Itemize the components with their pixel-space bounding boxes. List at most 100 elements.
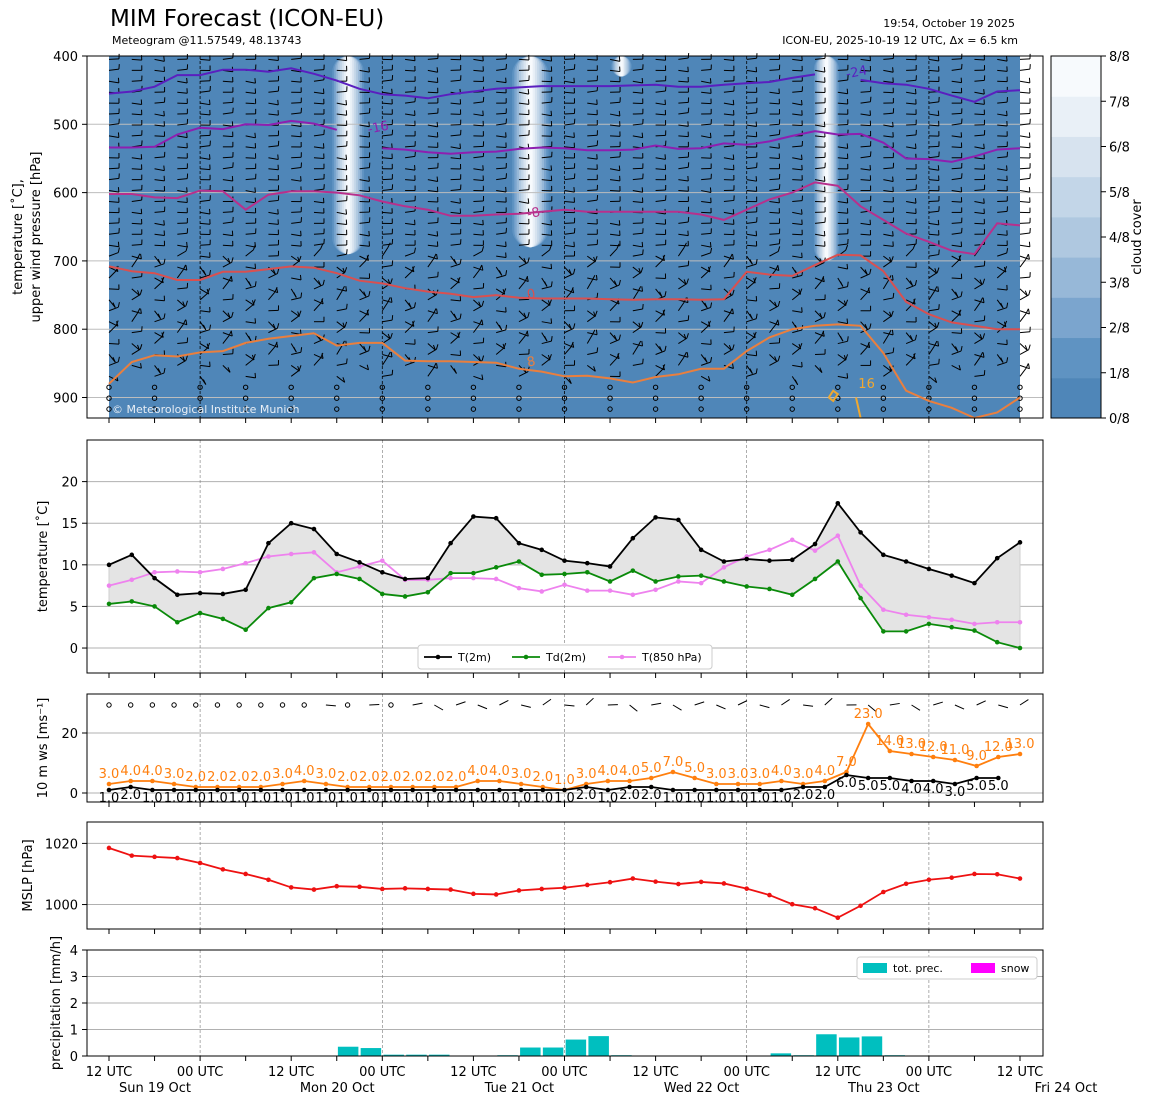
wind-barb-flag <box>709 132 712 138</box>
wind-barb-icon <box>427 167 438 170</box>
wind-barb-icon <box>518 280 526 290</box>
wind-barb-icon <box>951 222 962 224</box>
wind-barb-icon <box>609 233 621 236</box>
wind-barb-icon <box>723 288 732 296</box>
wind-barb-flag <box>387 333 391 340</box>
calm-wind-icon <box>607 384 613 390</box>
colorbar-tick-label: 7/8 <box>1109 95 1130 110</box>
wind-barb-icon <box>928 363 939 366</box>
wind-barb-flag <box>845 299 849 305</box>
wind-barb-icon <box>404 361 415 366</box>
wind-barb-icon <box>951 364 961 371</box>
wind-barb-icon <box>450 102 461 105</box>
wind-barb-flag <box>436 231 439 237</box>
wind-barb-flag <box>252 299 256 305</box>
wind-barb-flag <box>960 345 963 352</box>
data-label: 4.0 <box>598 764 619 779</box>
wind-barb-flag <box>1028 289 1031 296</box>
wind-barb-icon <box>860 222 871 226</box>
wind-barb-flag <box>182 355 186 362</box>
wind-barb-flag <box>892 292 895 298</box>
data-point <box>630 535 636 541</box>
calm-wind-icon <box>106 702 112 708</box>
wind-barb-icon <box>655 189 666 192</box>
data-label: 4.0 <box>142 764 163 779</box>
wind-barb-flag <box>777 300 781 307</box>
wind-barb-flag <box>960 291 963 297</box>
wind-barb-icon <box>928 58 939 62</box>
wind-barb-icon <box>587 168 598 170</box>
wind-barb-icon <box>336 363 347 366</box>
calm-wind-icon <box>171 702 177 708</box>
wind-barb-icon <box>746 336 755 344</box>
wind-barb-icon <box>245 178 256 181</box>
wind-barb-flag <box>457 331 461 338</box>
wind-barb-icon <box>792 102 803 106</box>
wind-barb-flag <box>209 324 212 330</box>
wind-barb-icon <box>382 102 393 105</box>
wind-barb-icon <box>678 337 688 344</box>
wind-barb-icon <box>518 157 529 160</box>
isotherm-label: 8 <box>526 354 537 370</box>
wind-barb-flag <box>1006 110 1008 116</box>
wind-barb-icon <box>974 146 985 150</box>
wind-barb-icon <box>154 372 165 377</box>
wind-barb-icon <box>677 302 685 312</box>
data-label: 1.0 <box>446 791 467 806</box>
wind-barb-icon <box>131 80 142 82</box>
data-label: 2.0 <box>814 788 835 803</box>
wind-barb-flag <box>387 351 391 358</box>
wind-barb-icon <box>359 179 370 182</box>
wind-barb-icon <box>678 283 688 290</box>
wind-barb-icon <box>1019 123 1030 126</box>
wind-barb-icon <box>632 80 643 84</box>
wind-barb-icon <box>837 146 848 149</box>
wind-barb-flag <box>755 259 758 265</box>
data-label: 5.0 <box>880 779 901 794</box>
y-tick-label: 1 <box>70 1024 78 1039</box>
wind-barb-icon <box>473 342 484 345</box>
wind-barb-flag <box>345 99 348 106</box>
wind-barb-icon <box>1019 167 1031 170</box>
wind-barb-icon <box>814 310 823 319</box>
wind-barb-icon <box>769 134 780 137</box>
wind-barb-flag <box>641 241 644 247</box>
wind-barb-flag <box>914 334 918 340</box>
wind-barb-icon <box>759 704 770 709</box>
colorbar-tick-label: 2/8 <box>1109 322 1130 337</box>
wind-barb-icon <box>405 210 416 213</box>
data-point <box>996 754 1001 760</box>
data-label: 1.0 <box>250 791 271 806</box>
wind-barb-icon <box>655 80 666 82</box>
wind-barb-icon <box>325 704 336 707</box>
wind-barb-icon <box>222 124 233 127</box>
wind-barb-flag <box>936 322 940 328</box>
wind-barb-flag <box>659 346 663 352</box>
wind-barb-flag <box>227 312 231 318</box>
wind-barb-icon <box>701 232 712 235</box>
data-point <box>334 883 340 889</box>
data-point <box>432 787 437 793</box>
wind-barb-icon <box>268 327 278 334</box>
wind-barb-icon <box>245 102 256 105</box>
wind-barb-icon <box>997 113 1008 117</box>
y-tick-label: 900 <box>53 392 78 407</box>
data-point <box>974 775 979 781</box>
wind-barb-icon <box>837 286 848 290</box>
wind-barb-icon <box>222 335 230 344</box>
wind-barb-icon <box>769 360 779 366</box>
wind-barb-flag <box>453 368 457 374</box>
calm-wind-icon <box>789 384 795 390</box>
wind-barb-icon <box>609 222 620 226</box>
wind-barb-icon <box>814 244 826 247</box>
wind-barb-flag <box>299 329 302 335</box>
wind-barb-flag <box>846 263 849 270</box>
wind-barb-icon <box>336 90 347 93</box>
data-point <box>607 579 613 584</box>
wind-barb-icon <box>496 190 507 193</box>
wind-barb-icon <box>974 283 984 290</box>
data-point <box>516 540 522 546</box>
wind-barb-icon <box>245 299 255 306</box>
wind-barb-flag <box>732 154 735 160</box>
data-point <box>630 592 636 598</box>
